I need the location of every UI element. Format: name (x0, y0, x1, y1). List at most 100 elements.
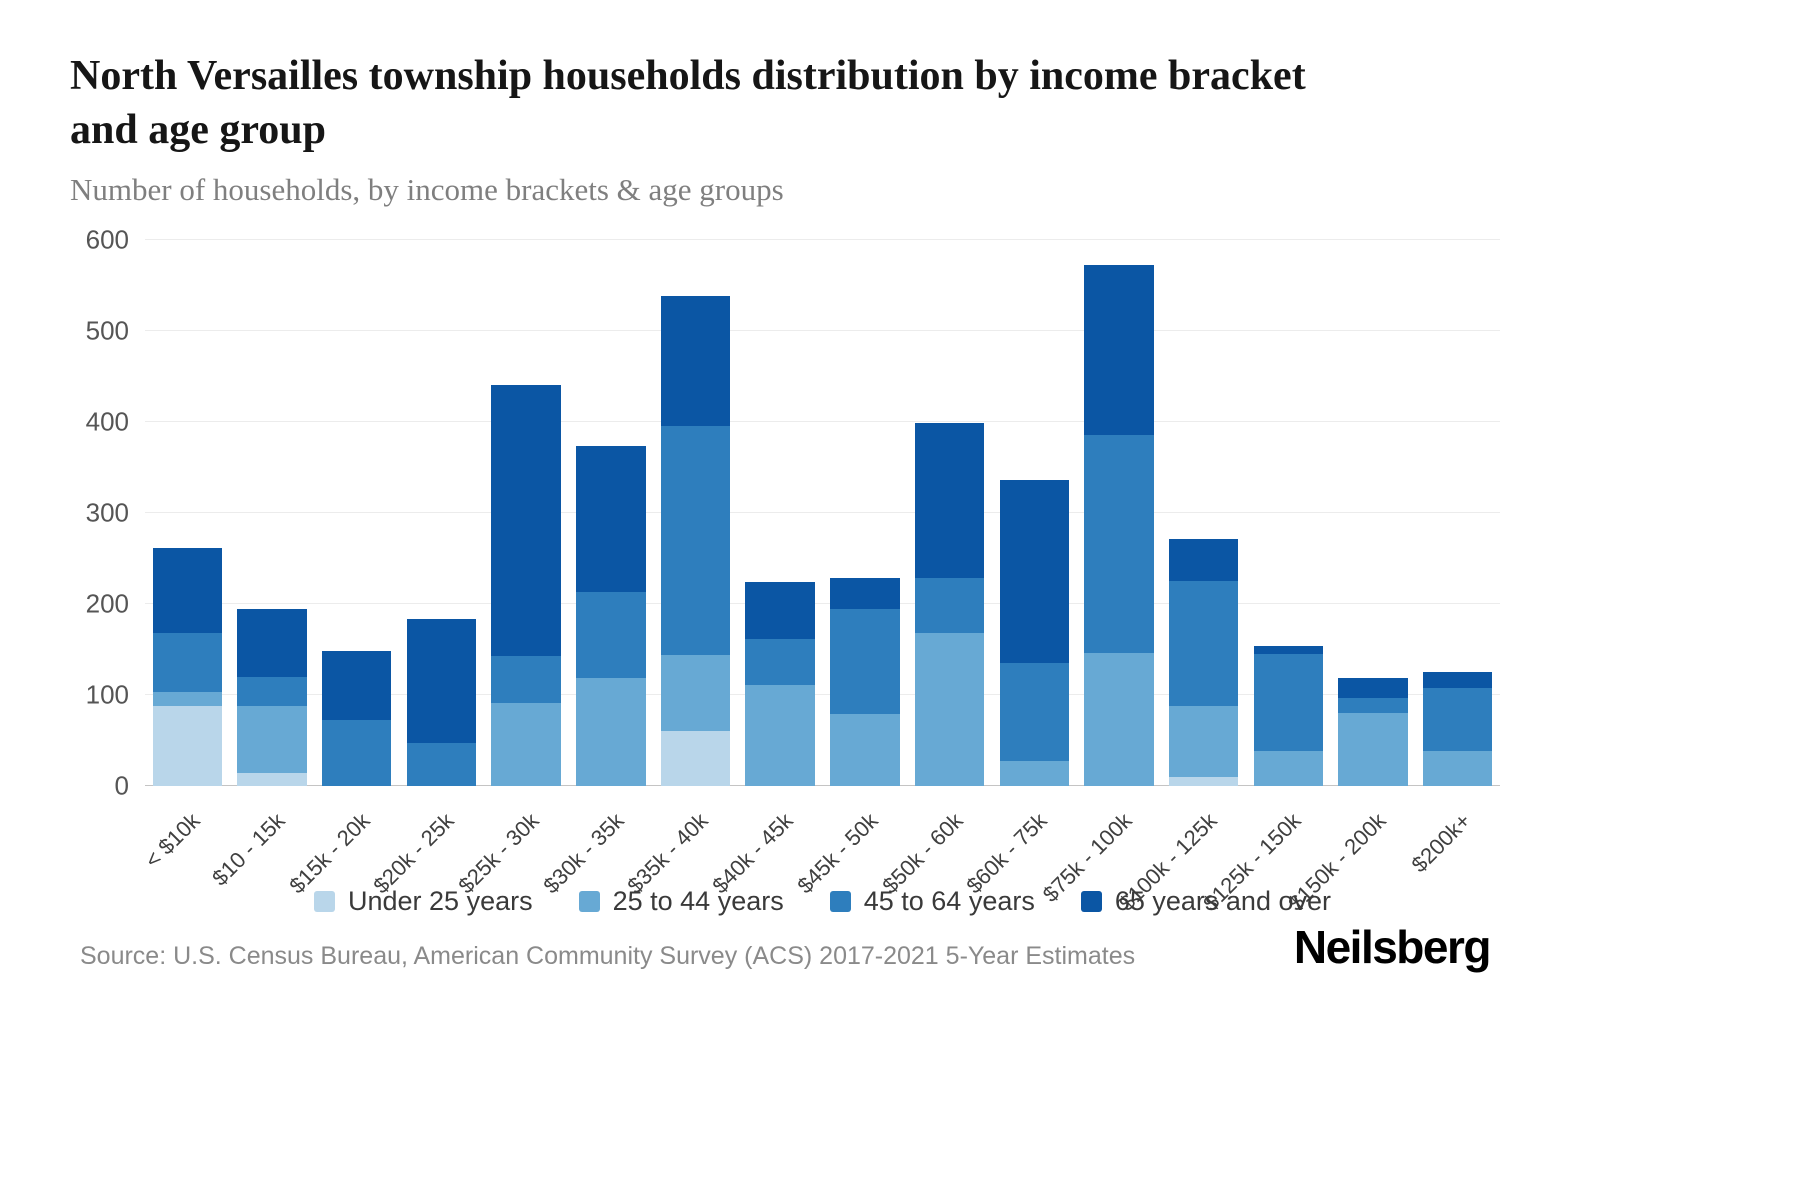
bar-segment (406, 743, 477, 786)
y-tick-label-400: 400 (85, 406, 129, 437)
bar-segment (237, 676, 307, 706)
bar-segment (1084, 264, 1154, 435)
bar-segment (322, 651, 392, 721)
gridline-100 (145, 694, 1500, 695)
bar-segment (237, 705, 307, 774)
legend: Under 25 years 25 to 44 years 45 to 64 yea… (145, 886, 1500, 917)
bar-segment (491, 703, 561, 786)
y-tick-label-500: 500 (85, 315, 129, 346)
bar-segment (1338, 677, 1408, 698)
bars-container (145, 240, 1500, 786)
bar-segment (1422, 750, 1493, 786)
gridline-500 (145, 330, 1500, 331)
bar-segment (576, 592, 646, 678)
bar-segment (660, 295, 731, 426)
bar-segment (152, 633, 223, 693)
bar-$15k - 20k (314, 240, 399, 786)
bar-segment (745, 582, 815, 639)
bar-segment (999, 480, 1069, 664)
bar-$25k - 30k (484, 240, 569, 786)
bar-segment (1422, 687, 1493, 751)
bar-segment (914, 577, 985, 634)
legend-swatch-icon (829, 891, 851, 912)
bar-$60k - 75k (992, 240, 1077, 786)
bar-segment (152, 705, 223, 786)
legend-swatch-icon (1080, 891, 1102, 912)
bar-segment (491, 655, 561, 704)
bar-segment (406, 618, 477, 744)
gridline-0 (145, 785, 1500, 786)
bar-segment (1338, 697, 1408, 714)
bar-segment (1422, 672, 1493, 688)
legend-label: 65 years and over (1114, 886, 1331, 916)
chart-subtitle: Number of households, by income brackets… (70, 172, 784, 207)
gridline-400 (145, 421, 1500, 422)
chart-title: North Versailles township households dis… (70, 53, 1306, 153)
bar-segment (1253, 751, 1323, 786)
bar-$50k - 60k (907, 240, 992, 786)
source-note: Source: U.S. Census Bureau, American Com… (80, 942, 1136, 970)
bar-segment (745, 638, 815, 685)
bar-segment (322, 720, 392, 786)
legend-item: 25 to 44 years (578, 886, 784, 917)
y-tick-label-200: 200 (85, 588, 129, 619)
bar-segment (491, 384, 561, 656)
bar-segment (830, 577, 900, 610)
x-axis-labels: < $10k $10 - 15k $15k - 20k $20k - 25k $25k … (140, 794, 1500, 916)
legend-item: 65 years and over (1080, 886, 1331, 917)
bar-segment (1168, 776, 1239, 786)
y-tick-label-100: 100 (85, 679, 129, 710)
gridline-600 (145, 239, 1500, 240)
bar-segment (660, 654, 731, 732)
bar-segment (152, 692, 223, 706)
bar-$125k - 150k (1246, 240, 1331, 786)
y-tick-label-0: 0 (114, 770, 129, 801)
bar-$75k - 100k (1077, 240, 1162, 786)
bar-segment (1168, 581, 1239, 706)
bar-segment (830, 609, 900, 715)
bar-$10 - 15k (230, 240, 315, 786)
bar-$20k - 25k (399, 240, 484, 786)
legend-label: 45 to 64 years (863, 886, 1035, 916)
bar-segment (576, 445, 646, 593)
bar-$200k+ (1415, 240, 1500, 786)
bar-segment (576, 677, 646, 786)
gridline-300 (145, 512, 1500, 513)
legend-swatch-icon (578, 891, 600, 912)
bar-$30k - 35k (568, 240, 653, 786)
gridline-200 (145, 603, 1500, 604)
legend-item: 45 to 64 years (829, 886, 1035, 917)
bar-segment (660, 425, 731, 655)
legend-item: Under 25 years (314, 886, 533, 917)
bar-segment (1168, 705, 1239, 777)
bar-segment (914, 633, 985, 786)
bar-segment (237, 773, 307, 786)
bar-segment (1084, 434, 1154, 654)
y-tick-label-600: 600 (85, 224, 129, 255)
bar-segment (830, 714, 900, 786)
bar-segment (1168, 538, 1239, 582)
bar-< $10k (145, 240, 230, 786)
bar-segment (999, 663, 1069, 762)
bar-segment (237, 608, 307, 677)
bar-segment (914, 422, 985, 578)
legend-label: Under 25 years (348, 886, 533, 916)
bar-segment (1253, 645, 1323, 655)
bar-$45k - 50k (823, 240, 908, 786)
bar-segment (1338, 713, 1408, 786)
bar-$35k - 40k (653, 240, 738, 786)
y-tick-label-300: 300 (85, 497, 129, 528)
bar-segment (745, 685, 815, 786)
neilsberg-logo: Neilsberg (1293, 921, 1492, 973)
bar-segment (999, 761, 1069, 786)
bar-segment (1084, 653, 1154, 786)
legend-label: 25 to 44 years (612, 886, 784, 916)
bar-$150k - 200k (1331, 240, 1416, 786)
plot-area: 0 100 200 300 400 500 600 (86, 225, 1500, 801)
bar-$40k - 45k (738, 240, 823, 786)
bar-segment (1253, 654, 1323, 752)
bar-$100k - 125k (1161, 240, 1246, 786)
bar-segment (660, 731, 731, 786)
legend-swatch-icon (314, 891, 335, 912)
